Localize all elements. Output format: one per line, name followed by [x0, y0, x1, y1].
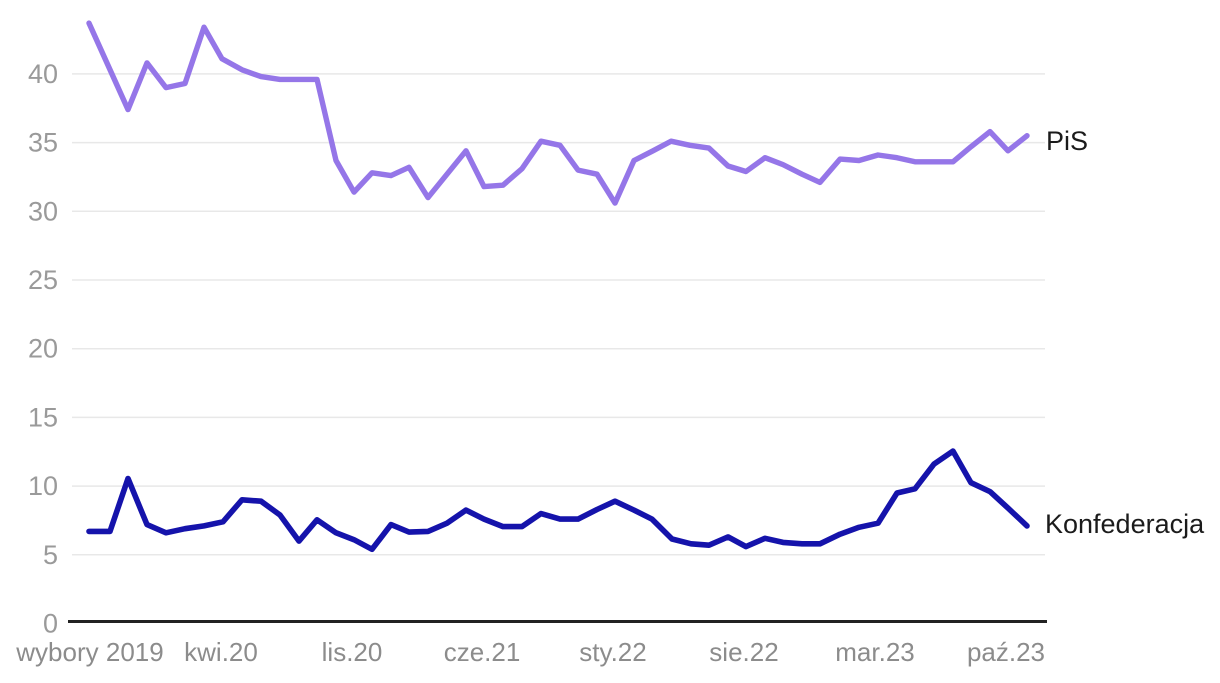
x-tick-label-6: sie.22	[709, 637, 778, 667]
y-tick-label-15: 15	[28, 402, 58, 432]
x-tick-label-5: sty.22	[579, 637, 646, 667]
series-line-konfederacja	[86, 448, 1030, 553]
x-tick-label-4: cze.21	[444, 637, 521, 667]
y-tick-label-30: 30	[28, 196, 58, 226]
y-tick-label-20: 20	[28, 334, 58, 364]
series-line-pis	[86, 20, 1030, 206]
y-axis-tick-labels: 0 5 10 15 20 25 30 35 40	[28, 59, 58, 639]
x-axis-tick-labels: wybory 2019 kwi.20 lis.20 cze.21 sty.22 sie.2…	[15, 637, 1045, 667]
series-label-pis: PiS	[1046, 126, 1088, 156]
y-tick-label-40: 40	[28, 59, 58, 89]
y-tick-label-10: 10	[28, 471, 58, 501]
y-tick-label-25: 25	[28, 265, 58, 295]
x-tick-label-1: wybory 2019	[15, 637, 163, 667]
y-tick-label-5: 5	[43, 540, 58, 570]
y-tick-label-0: 0	[43, 609, 58, 639]
series-label-konfederacja: Konfederacja	[1045, 509, 1205, 539]
x-tick-label-7: mar.23	[835, 637, 915, 667]
x-tick-label-3: lis.20	[322, 637, 383, 667]
x-tick-label-2: kwi.20	[184, 637, 258, 667]
series-lines	[86, 20, 1030, 553]
x-tick-label-8: paź.23	[967, 637, 1045, 667]
gridlines	[72, 73, 1045, 556]
y-tick-label-35: 35	[28, 128, 58, 158]
